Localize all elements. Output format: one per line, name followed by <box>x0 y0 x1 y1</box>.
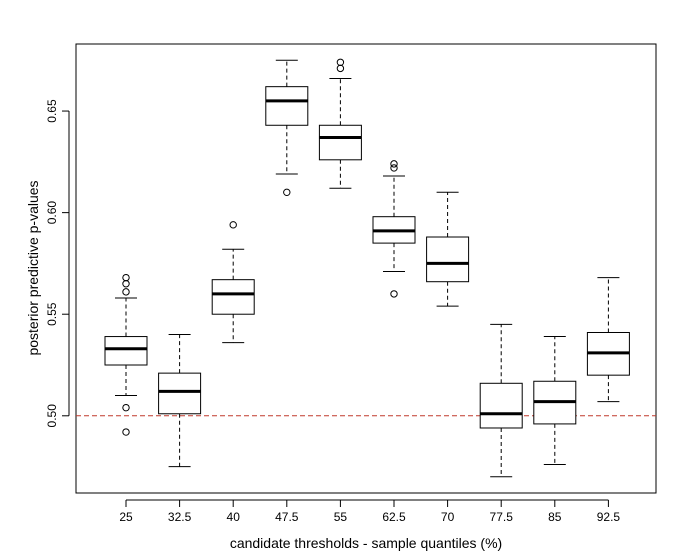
x-tick-label: 55 <box>334 510 348 524</box>
box-iqr <box>426 236 470 283</box>
x-tick-label: 47.5 <box>275 510 299 524</box>
outlier-point <box>122 288 130 296</box>
x-tick-label: 70 <box>441 510 455 524</box>
x-tick-label: 40 <box>227 510 241 524</box>
box-92.5 <box>586 277 630 403</box>
x-tick-label: 32.5 <box>168 510 192 524</box>
box-iqr <box>211 279 255 315</box>
box-40 <box>211 221 255 344</box>
y-tick-label: 0.55 <box>45 302 59 326</box>
outlier-point <box>336 64 345 73</box>
x-tick-label: 25 <box>119 510 133 524</box>
box-77.5 <box>479 323 523 478</box>
box-47.5 <box>265 59 309 197</box>
y-tick-label: 0.65 <box>45 99 59 123</box>
outlier-point <box>390 164 398 172</box>
y-axis-title: posterior predictive p-values <box>25 180 41 355</box>
outlier-point <box>122 428 130 436</box>
outlier-point <box>390 290 398 298</box>
outlier-point <box>390 160 398 168</box>
outlier-point <box>122 280 130 288</box>
y-tick-label: 0.50 <box>45 404 59 428</box>
y-tick-label: 0.60 <box>45 201 59 225</box>
box-iqr <box>104 336 148 366</box>
x-tick-label: 77.5 <box>490 510 514 524</box>
box-iqr <box>158 372 202 415</box>
box-32.5 <box>158 334 202 468</box>
box-62.5 <box>372 160 416 298</box>
x-tick-label: 62.5 <box>382 510 406 524</box>
box-70 <box>426 191 470 307</box>
box-85 <box>533 336 577 466</box>
plot-marks: 0.50 0.55 0.60 0.65 25 32.5 40 47.5 55 62.5 70 77.5… <box>45 58 656 524</box>
plot-frame <box>75 43 657 494</box>
box-25 <box>104 273 148 436</box>
box-iqr <box>318 124 362 161</box>
x-tick-label: 92.5 <box>597 510 621 524</box>
outlier-point <box>283 188 291 197</box>
outlier-point <box>229 221 237 229</box>
x-axis-title: candidate thresholds - sample quantiles … <box>230 535 502 551</box>
x-tick-label: 85 <box>548 510 562 524</box>
box-iqr <box>265 86 309 126</box>
outlier-point <box>122 403 130 412</box>
box-55 <box>318 58 362 189</box>
box-iqr <box>479 382 523 429</box>
